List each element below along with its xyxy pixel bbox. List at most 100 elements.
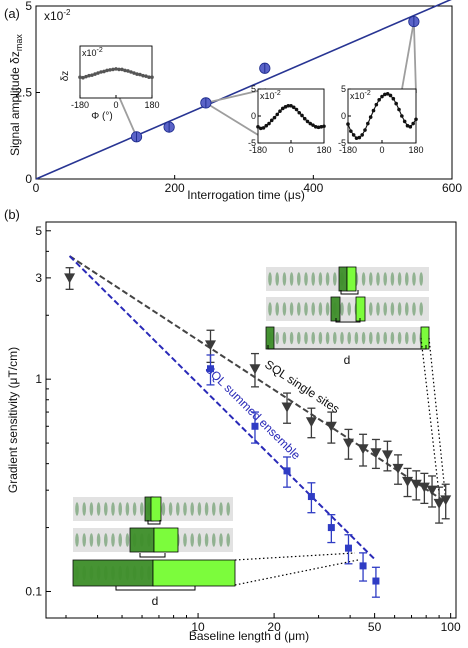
bottom-strip-2-atom: [104, 533, 108, 547]
inset-point: [300, 113, 304, 118]
panel-a-label: (a): [4, 6, 20, 21]
inset-point: [256, 125, 260, 129]
top-strip-1-atom: [318, 272, 323, 286]
bottom-strip-2-atom: [183, 533, 187, 547]
panel-a-points: [130, 15, 420, 143]
inset-point: [322, 124, 326, 129]
top-strip-3-atom: [354, 331, 359, 345]
inset-point: [132, 71, 136, 75]
inset-point: [111, 67, 115, 72]
top-strip-3-atom: [325, 331, 330, 345]
bottom-strip-2-atom: [82, 533, 86, 547]
bottom-strip-2-atom: [111, 533, 115, 547]
top-strip-1-atom: [376, 272, 380, 286]
top-strip-3-atom: [304, 331, 308, 345]
dotted-connector: [234, 559, 359, 586]
inset-point: [117, 67, 121, 72]
bottom-strip-2-atom: [226, 533, 230, 547]
inset-point: [105, 68, 109, 73]
triangle-point: [325, 421, 337, 432]
atom-images-bottom: d: [72, 496, 359, 608]
bottom-strip-1-atom: [125, 502, 130, 516]
top-strip-1-atom: [325, 272, 330, 286]
bottom-strip-1-atom: [89, 502, 94, 516]
bottom-d-label: d: [152, 594, 159, 608]
panel-a-ticks: 0 200 400 600 0 2.5 5: [15, 0, 462, 195]
triangle-point: [433, 498, 445, 509]
inset-xlabel: Φ (°): [91, 111, 112, 122]
inset-point: [264, 123, 269, 128]
inset-point: [316, 125, 321, 130]
inset-point: [141, 73, 145, 78]
top-strip-2-atom: [397, 302, 402, 316]
inset-point: [283, 105, 288, 109]
inset-point: [405, 123, 410, 128]
inset-point: [278, 109, 282, 113]
bottom-strip-1-atom: [111, 502, 115, 516]
triangle-point: [249, 364, 261, 375]
x-tick-label: 20: [267, 620, 281, 634]
baseline-bracket: [340, 290, 359, 295]
top-strip-2-atom: [412, 302, 416, 316]
top-strip-3-atom: [297, 331, 301, 345]
inset-point: [408, 125, 413, 129]
top-strip-3-atom: [289, 331, 294, 345]
bottom-strip-1-light-region: [150, 496, 162, 522]
bottom-strip-1-atom: [132, 502, 137, 516]
inset-y-tick-label: 5: [341, 84, 346, 94]
top-strip-1-atom: [397, 272, 402, 286]
inset-point: [374, 102, 379, 107]
top-d-label: d: [344, 353, 351, 367]
inset-point: [96, 71, 100, 75]
top-strip-2-atom: [318, 302, 323, 316]
inset-point: [385, 92, 390, 96]
x-tick-label: 0: [33, 181, 40, 195]
triangle-point: [426, 485, 438, 496]
top-strip-3-atom: [383, 331, 388, 345]
inset-y-tick-label: 5: [251, 84, 256, 94]
bottom-strip-1-atom: [82, 502, 86, 516]
top-strip-2-atom: [311, 302, 316, 316]
x-tick-label: 400: [303, 181, 323, 195]
triangle-point: [381, 450, 393, 461]
baseline-bracket: [335, 318, 361, 323]
y-tick-label: 0: [25, 172, 32, 186]
top-strip-1-atom: [275, 272, 280, 286]
inset-multiplier-exp: -2: [275, 90, 281, 97]
bottom-strip-3-light-region: [152, 559, 236, 587]
bottom-strip-1-atom: [183, 502, 187, 516]
dotted-connector: [428, 337, 447, 503]
bottom-strip-1-atom: [140, 502, 144, 516]
inset-ylabel: δz: [60, 71, 71, 82]
top-strip-1-dark-region: [338, 266, 348, 292]
inset-point: [397, 107, 401, 112]
top-strip-3-light-region: [420, 326, 430, 350]
inset-point: [126, 69, 130, 73]
inset-multiplier-base: x10: [350, 91, 365, 101]
inset-x-tick-label: 0: [113, 100, 118, 110]
triangle-point: [204, 340, 216, 351]
inset-point: [294, 107, 299, 112]
top-strip-1-atom: [282, 272, 287, 286]
inset-point: [150, 75, 154, 79]
inset-x-tick-label: 180: [144, 100, 159, 110]
top-strip-1-atom: [405, 272, 409, 286]
triangle-point: [64, 273, 76, 284]
bottom-strip-1-atom: [204, 502, 209, 516]
top-strip-3-atom: [405, 331, 409, 345]
bottom-strip-2-atom: [96, 533, 101, 547]
inset-point: [311, 123, 315, 127]
inset-point: [291, 105, 296, 110]
square-point: [327, 524, 335, 532]
baseline-bracket: [147, 520, 161, 525]
bottom-strip-2-atom: [75, 533, 79, 547]
inset-plot: x10-2 -180 0 180 Φ (°) δz: [60, 45, 160, 122]
inset-point: [302, 116, 307, 121]
top-strip-3-atom: [376, 331, 380, 345]
baseline-bracket: [139, 553, 166, 558]
top-strip-2-light-region: [355, 296, 366, 322]
inset-point: [120, 67, 124, 72]
top-strip-2-dark-region: [330, 296, 341, 322]
inset-point: [313, 125, 318, 129]
